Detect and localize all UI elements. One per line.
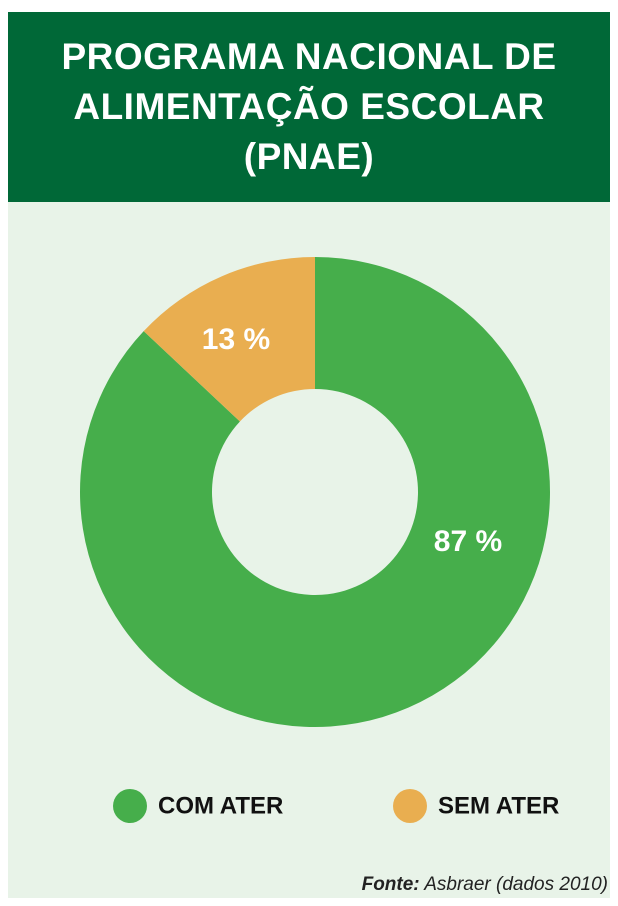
legend-label: COM ATER bbox=[158, 792, 283, 819]
source: Fonte: Asbraer (dados 2010) bbox=[362, 874, 608, 896]
data-label: 87 % bbox=[434, 525, 502, 558]
chart-title: PROGRAMA NACIONAL DE ALIMENTAÇÃO ESCOLAR… bbox=[61, 36, 557, 177]
source-text: Asbraer (dados 2010) bbox=[424, 874, 608, 895]
source-label: Fonte: bbox=[361, 874, 420, 895]
legend-label: SEM ATER bbox=[438, 792, 559, 819]
data-label: 13 % bbox=[202, 323, 270, 356]
donut-segment bbox=[79, 257, 550, 727]
legend-swatch bbox=[113, 789, 147, 823]
legend-swatch bbox=[393, 789, 427, 823]
donut-segment bbox=[143, 257, 315, 422]
header: PROGRAMA NACIONAL DE ALIMENTAÇÃO ESCOLAR… bbox=[8, 12, 610, 202]
